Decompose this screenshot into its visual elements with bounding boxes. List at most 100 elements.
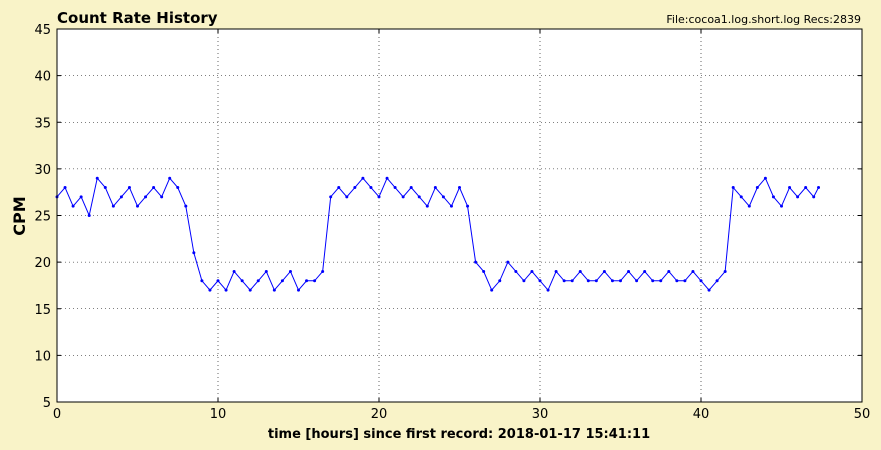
data-point xyxy=(538,279,542,283)
data-point xyxy=(707,288,711,292)
data-point xyxy=(305,279,309,283)
data-point xyxy=(433,186,437,190)
data-point xyxy=(393,186,397,190)
data-point xyxy=(208,288,212,292)
data-point xyxy=(264,269,268,273)
data-point xyxy=(643,269,647,273)
data-point xyxy=(458,186,461,190)
data-point xyxy=(353,186,357,190)
data-point xyxy=(506,260,510,264)
data-point xyxy=(667,269,671,273)
data-point xyxy=(739,195,743,199)
data-point xyxy=(95,176,99,180)
data-point xyxy=(812,195,816,199)
data-point xyxy=(546,288,550,292)
x-tick-label: 20 xyxy=(371,407,388,422)
data-point xyxy=(103,186,107,190)
data-point xyxy=(232,269,236,273)
series-line xyxy=(56,177,819,292)
data-point xyxy=(763,176,767,180)
y-tick-label: 25 xyxy=(34,210,51,225)
data-point xyxy=(184,204,188,208)
data-point xyxy=(272,288,276,292)
y-axis-label: CPM xyxy=(10,196,29,235)
data-point xyxy=(377,195,381,199)
data-point xyxy=(586,279,590,283)
data-point xyxy=(63,186,67,190)
data-point xyxy=(659,279,663,283)
file-info: File:cocoa1.log.short.log Recs:2839 xyxy=(666,13,861,26)
data-point xyxy=(240,279,244,283)
data-point xyxy=(361,176,365,180)
data-point xyxy=(369,186,373,190)
data-point xyxy=(152,186,156,190)
data-point xyxy=(337,186,341,190)
y-tick-label: 40 xyxy=(34,70,51,85)
data-point xyxy=(385,176,389,180)
data-point xyxy=(248,288,252,292)
axis-ticks: 0 10 20 30 40 50 5 10 15 20 25 30 35 40 45 xyxy=(34,23,870,422)
data-point xyxy=(715,279,719,283)
data-point xyxy=(425,204,429,208)
x-tick-label: 0 xyxy=(53,407,61,422)
y-tick-label: 30 xyxy=(34,163,51,178)
data-point xyxy=(747,204,751,208)
y-tick-label: 10 xyxy=(34,349,51,364)
data-point xyxy=(111,204,115,208)
y-tick-label: 35 xyxy=(34,116,51,131)
data-point xyxy=(817,186,821,190)
data-point xyxy=(554,269,558,273)
data-point xyxy=(79,195,83,199)
data-point xyxy=(570,279,574,283)
data-point xyxy=(530,269,534,273)
y-tick-label: 5 xyxy=(43,396,51,411)
data-point xyxy=(562,279,566,283)
data-point xyxy=(441,195,445,199)
data-point xyxy=(780,204,783,208)
data-point xyxy=(280,279,284,283)
data-point xyxy=(498,279,502,283)
y-tick-label: 45 xyxy=(34,23,51,38)
data-point xyxy=(578,269,582,273)
data-point xyxy=(417,195,421,199)
data-point xyxy=(192,251,196,255)
data-point xyxy=(594,279,598,283)
y-tick-label: 15 xyxy=(34,303,51,318)
data-point xyxy=(602,269,606,273)
x-tick-label: 50 xyxy=(854,407,871,422)
chart-title: Count Rate History xyxy=(57,9,218,27)
data-point xyxy=(490,288,494,292)
data-point xyxy=(522,279,526,283)
y-tick-label: 20 xyxy=(34,256,51,271)
data-point xyxy=(755,186,759,190)
data-point xyxy=(345,195,349,199)
data-point xyxy=(449,204,453,208)
plot-frame xyxy=(56,28,863,403)
data-point xyxy=(160,195,164,199)
data-point xyxy=(723,269,727,273)
data-point xyxy=(401,195,405,199)
data-point xyxy=(466,204,470,208)
x-tick-label: 30 xyxy=(532,407,549,422)
data-point xyxy=(297,288,300,292)
x-tick-label: 40 xyxy=(693,407,710,422)
data-point xyxy=(804,186,808,190)
data-point xyxy=(176,186,180,190)
data-point xyxy=(699,279,703,283)
data-point xyxy=(474,260,478,264)
data-point xyxy=(796,195,800,199)
data-point xyxy=(788,186,792,190)
x-tick-label: 10 xyxy=(210,407,227,422)
data-point xyxy=(87,214,91,217)
data-point xyxy=(288,269,292,273)
data-point xyxy=(256,279,260,283)
data-point xyxy=(651,279,655,283)
data-point xyxy=(329,195,333,199)
data-point xyxy=(482,269,486,273)
x-axis-label: time [hours] since first record: 2018-01… xyxy=(268,427,650,442)
data-point xyxy=(675,279,679,283)
data-point xyxy=(683,279,687,283)
data-point xyxy=(168,176,172,180)
data-point xyxy=(127,186,131,190)
